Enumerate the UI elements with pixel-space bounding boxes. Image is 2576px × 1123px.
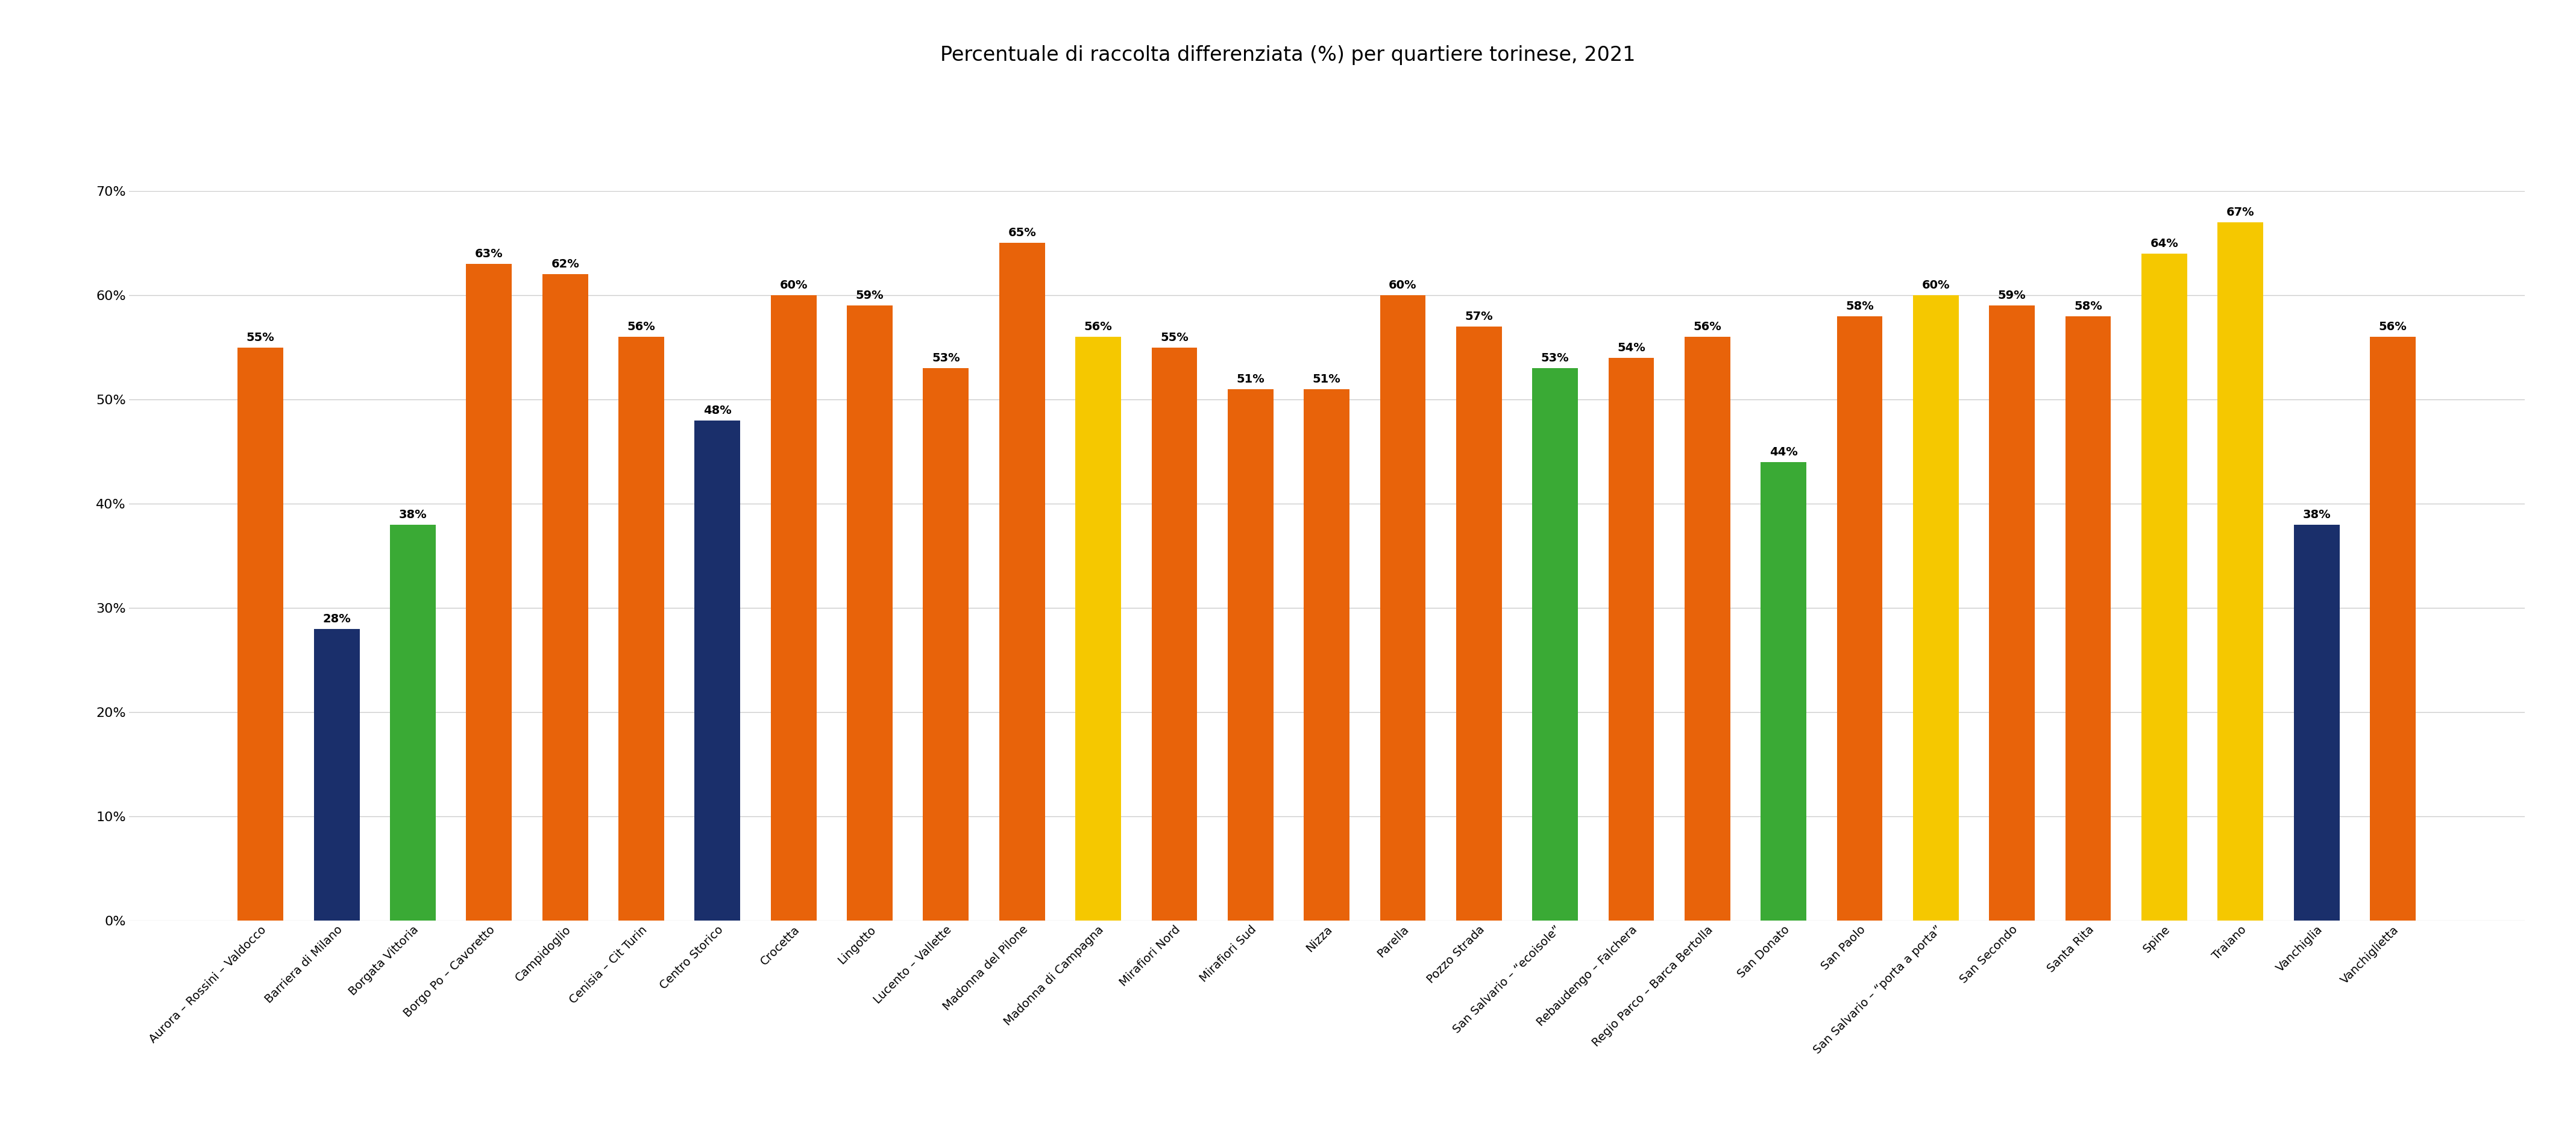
Text: 38%: 38% [399,509,428,520]
Text: 38%: 38% [2303,509,2331,520]
Bar [2370,337,2416,921]
Text: 28%: 28% [322,613,350,624]
Bar [237,347,283,921]
Text: 53%: 53% [933,353,961,364]
Bar [618,337,665,921]
Bar [696,420,739,921]
Text: 60%: 60% [1388,280,1417,291]
Bar [1455,327,1502,921]
Bar [1381,295,1425,921]
Text: 53%: 53% [1540,353,1569,364]
Bar [1607,358,1654,921]
Bar [1229,389,1273,921]
Bar [1837,316,1883,921]
Bar [466,264,513,921]
Text: 55%: 55% [247,331,276,344]
Bar [2293,524,2339,921]
Bar [389,524,435,921]
Bar [922,368,969,921]
Bar [1533,368,1579,921]
Text: 63%: 63% [474,248,502,259]
Bar [1914,295,1958,921]
Text: 51%: 51% [1236,374,1265,385]
Text: 55%: 55% [1159,331,1188,344]
Bar [848,305,894,921]
Bar [1074,337,1121,921]
Text: Percentuale di raccolta differenziata (%) per quartiere torinese, 2021: Percentuale di raccolta differenziata (%… [940,45,1636,65]
Text: 51%: 51% [1314,374,1340,385]
Text: 67%: 67% [2226,207,2254,218]
Bar [1151,347,1198,921]
Bar [2066,316,2110,921]
Text: 60%: 60% [1922,280,1950,291]
Bar [770,295,817,921]
Text: 56%: 56% [1692,321,1721,332]
Text: 58%: 58% [1844,301,1873,312]
Text: 56%: 56% [626,321,654,332]
Bar [2218,222,2264,921]
Bar [544,274,587,921]
Text: 59%: 59% [1999,290,2027,301]
Text: 57%: 57% [1466,311,1494,322]
Text: 64%: 64% [2151,238,2179,249]
Text: 56%: 56% [1084,321,1113,332]
Text: 44%: 44% [1770,447,1798,458]
Bar [1685,337,1731,921]
Bar [314,629,361,921]
Bar [2141,254,2187,921]
Text: 58%: 58% [2074,301,2102,312]
Text: 56%: 56% [2378,321,2406,332]
Bar [1303,389,1350,921]
Text: 59%: 59% [855,290,884,301]
Text: 54%: 54% [1618,343,1646,354]
Bar [1989,305,2035,921]
Text: 65%: 65% [1007,228,1036,239]
Text: 62%: 62% [551,258,580,271]
Bar [999,243,1046,921]
Text: 60%: 60% [781,280,809,291]
Text: 48%: 48% [703,404,732,417]
Bar [1759,462,1806,921]
